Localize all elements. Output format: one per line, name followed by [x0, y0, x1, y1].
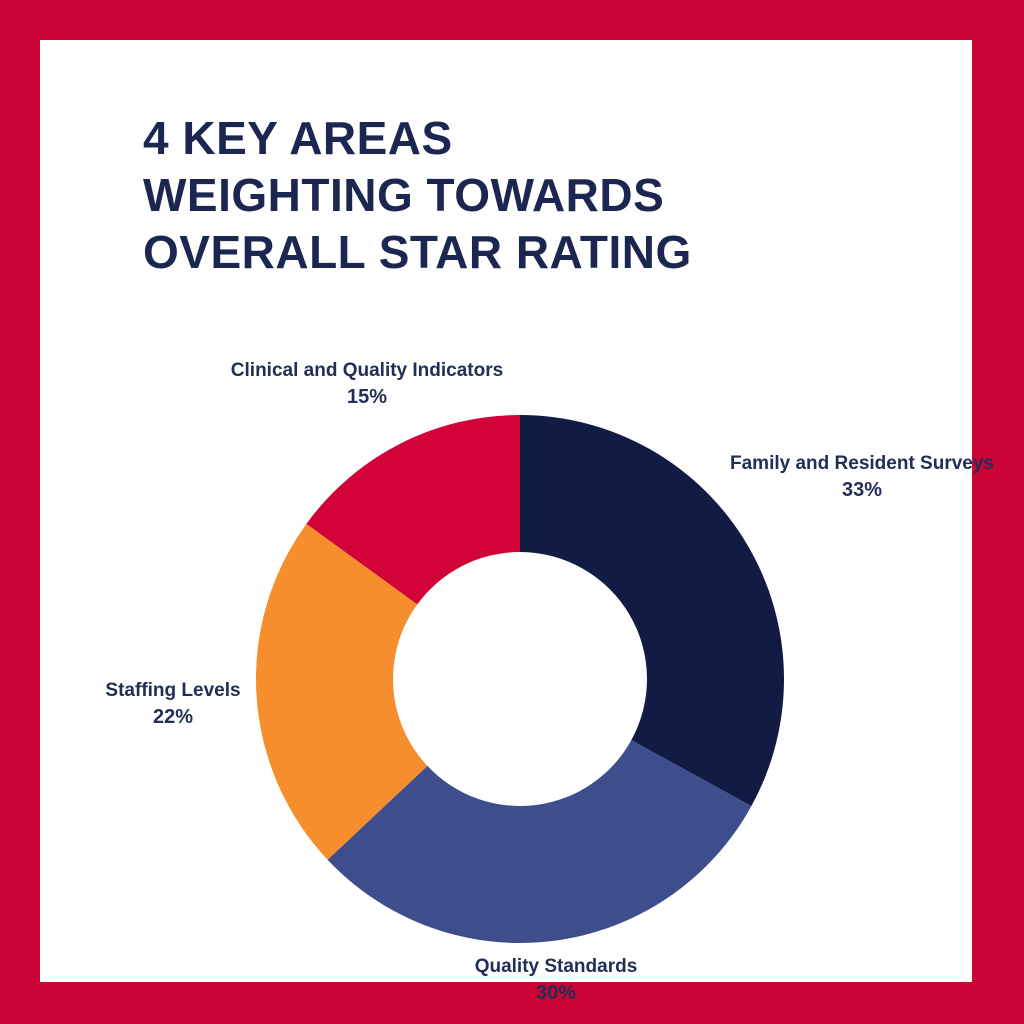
donut-segment-family-and-resident-surveys: [520, 415, 784, 807]
segment-percentage: 33%: [841, 479, 883, 501]
donut-chart: [256, 415, 784, 943]
segment-percentage: 22%: [152, 706, 194, 728]
segment-name: Staffing Levels: [105, 680, 241, 701]
segment-percentage: 30%: [535, 982, 577, 1004]
segment-name: Quality Standards: [474, 956, 638, 977]
donut-segment-quality-standards: [327, 740, 752, 943]
segment-name: Clinical and Quality Indicators: [230, 360, 504, 381]
segment-label-clinical-and-quality-indicators: Clinical and Quality Indicators 15%: [207, 357, 527, 411]
segment-label-quality-standards: Quality Standards 30%: [396, 953, 716, 1007]
segment-percentage: 15%: [346, 386, 388, 408]
donut-segment-staffing-levels: [256, 523, 428, 860]
donut-segment-clinical-and-quality-indicators: [306, 415, 520, 605]
title-line-2: WEIGHTING TOWARDS: [143, 169, 665, 221]
segment-label-staffing-levels: Staffing Levels 22%: [43, 677, 303, 731]
segment-label-family-and-resident-surveys: Family and Resident Surveys 33%: [702, 450, 1022, 504]
segment-name: Family and Resident Surveys: [730, 453, 994, 474]
content-panel: 4 KEY AREAS WEIGHTING TOWARDS OVERALL ST…: [40, 40, 994, 1004]
title-line-3: OVERALL STAR RATING: [143, 226, 692, 278]
title-line-1: 4 KEY AREAS: [143, 112, 453, 164]
page-title: 4 KEY AREAS WEIGHTING TOWARDS OVERALL ST…: [143, 110, 692, 281]
